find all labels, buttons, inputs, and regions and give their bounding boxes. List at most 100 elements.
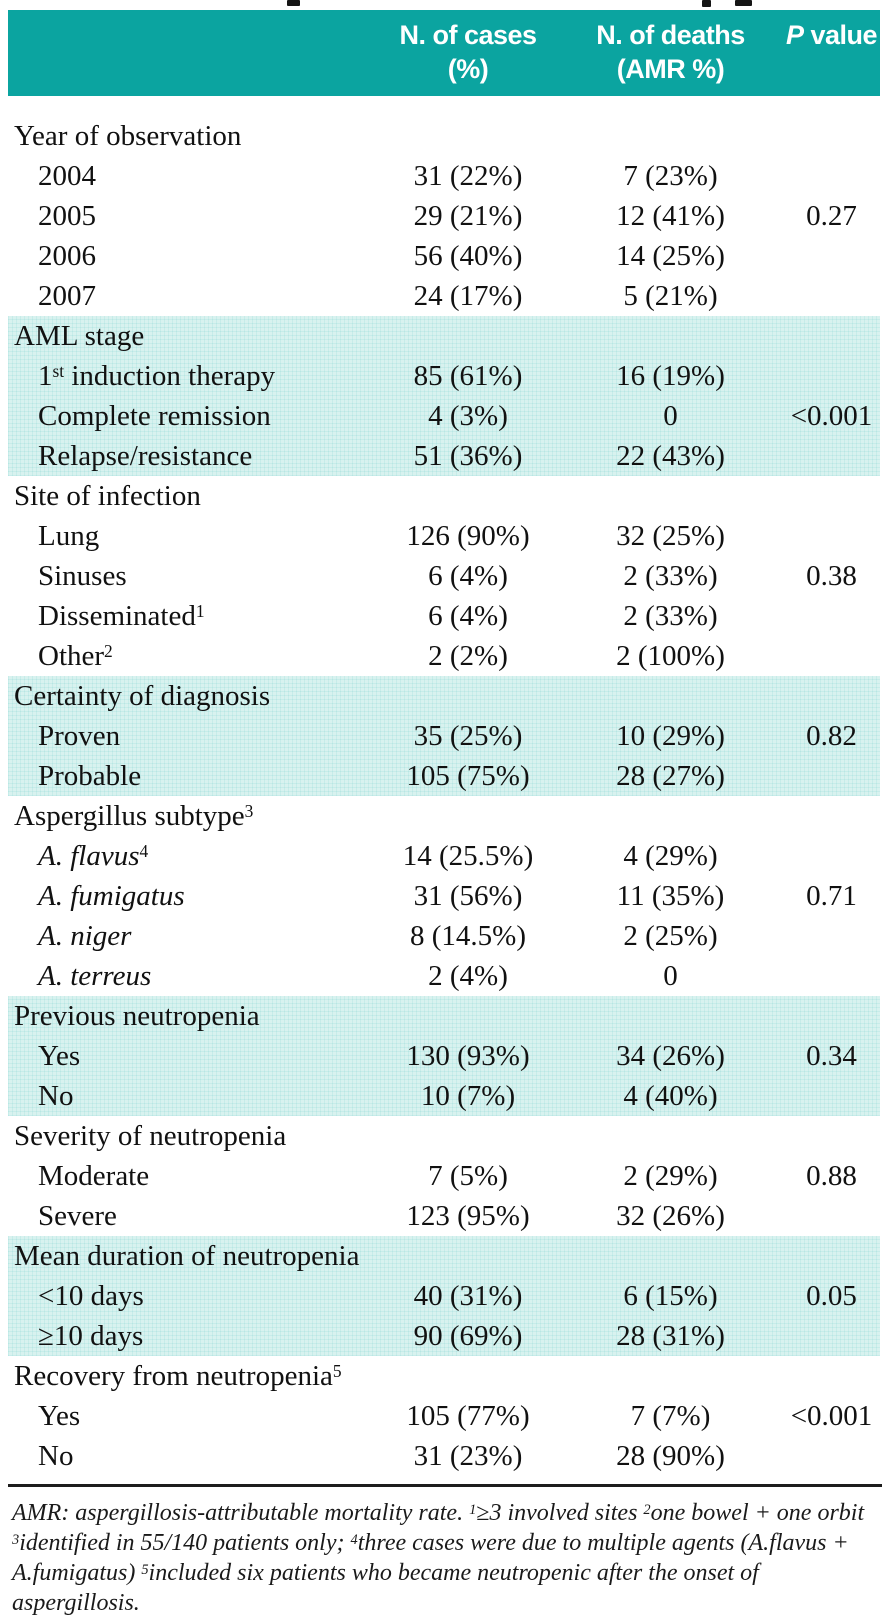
p-value-cell: [783, 236, 880, 276]
section-title: Previous neutropenia: [8, 996, 378, 1036]
header-cases-line2: (%): [447, 54, 489, 84]
section-header-row: Year of observation: [8, 116, 880, 156]
p-value-cell: [783, 596, 880, 636]
table-row: Sinuses 6 (4%) 2 (33%) 0.38: [8, 556, 880, 596]
text-part: Lung: [38, 520, 100, 552]
p-value-cell: [783, 836, 880, 876]
row-label: Complete remission: [8, 396, 378, 436]
text-part: 2005: [38, 200, 96, 232]
row-label: A. niger: [8, 916, 378, 956]
header-col-pvalue: P value: [783, 10, 880, 96]
table-header: N. of cases (%) N. of deaths (AMR %) P v…: [8, 10, 880, 96]
table-row: A. fumigatus 31 (56%) 11 (35%) 0.71: [8, 876, 880, 916]
section-title: Severity of neutropenia: [8, 1116, 378, 1156]
row-label: 1st induction therapy: [8, 356, 378, 396]
row-label: A. flavus4: [8, 836, 378, 876]
cases-cell: 24 (17%): [413, 280, 523, 312]
cases-cell: 6 (4%): [428, 600, 508, 632]
deaths-cell: 16 (19%): [616, 360, 725, 392]
header-col-cases: N. of cases (%): [378, 10, 558, 96]
p-value-cell: [783, 1076, 880, 1116]
table-row: Lung 126 (90%) 32 (25%): [8, 516, 880, 556]
p-value-cell: 0.71: [806, 880, 857, 912]
section-header-row: Aspergillus subtype3: [8, 796, 880, 836]
text-part: Year of observation: [14, 120, 242, 152]
deaths-cell: 0: [663, 400, 678, 432]
cases-cell: 2 (4%): [428, 960, 508, 992]
section-header-row: Certainty of diagnosis: [8, 676, 880, 716]
text-part: Aspergillus subtype: [14, 800, 245, 832]
cases-cell: 7 (5%): [428, 1160, 508, 1192]
table-row: Complete remission 4 (3%) 0 <0.001: [8, 396, 880, 436]
deaths-cell: 34 (26%): [616, 1040, 725, 1072]
table-section-recovery-from-neutropenia: Recovery from neutropenia5 Yes 105 (77%) 7 …: [8, 1356, 880, 1476]
text-part: AMR: aspergillosis-attributable mortalit…: [12, 1500, 470, 1526]
row-label: A. terreus: [8, 956, 378, 996]
section-header-row: Previous neutropenia: [8, 996, 880, 1036]
p-value-cell: 0.34: [806, 1040, 857, 1072]
p-value-cell: <0.001: [790, 1400, 873, 1432]
cases-cell: 51 (36%): [413, 440, 523, 472]
table-row: 2005 29 (21%) 12 (41%) 0.27: [8, 196, 880, 236]
text-part: Previous neutropenia: [14, 1000, 260, 1032]
text-part: Severity of neutropenia: [14, 1120, 287, 1152]
row-label: Probable: [8, 756, 378, 796]
p-value-cell: [783, 516, 880, 556]
table-section-site-of-infection: Site of infection Lung 126 (90%) 32 (25%) Si…: [8, 476, 880, 676]
header-deaths-line2: (AMR %): [616, 54, 725, 84]
deaths-cell: 4 (40%): [623, 1080, 718, 1112]
section-title: Aspergillus subtype3: [8, 796, 378, 836]
p-value-cell: [783, 1316, 880, 1356]
text-part: ≥3 involved sites: [476, 1500, 644, 1526]
row-label: No: [8, 1436, 378, 1476]
table-row: Disseminated1 6 (4%) 2 (33%): [8, 596, 880, 636]
superscript: 1: [469, 1501, 477, 1518]
superscript: 4: [139, 841, 149, 862]
row-label: Relapse/resistance: [8, 436, 378, 476]
text-part: 2004: [38, 160, 96, 192]
text-part: A. fumigatus: [38, 880, 185, 912]
header-pvalue-label: P value: [783, 18, 880, 52]
deaths-cell: 2 (33%): [623, 560, 718, 592]
deaths-cell: 7 (23%): [623, 160, 718, 192]
p-value-cell: 0.88: [806, 1160, 857, 1192]
row-label: Yes: [8, 1396, 378, 1436]
row-label: Other2: [8, 636, 378, 676]
row-label: Moderate: [8, 1156, 378, 1196]
text-part: Disseminated: [38, 600, 196, 632]
header-p-rest: value: [803, 20, 878, 50]
p-value-cell: [783, 636, 880, 676]
superscript: 2: [104, 641, 113, 662]
cases-cell: 8 (14.5%): [410, 920, 526, 952]
cases-cell: 35 (25%): [413, 720, 523, 752]
header-spacer: [8, 10, 378, 96]
cases-cell: 126 (90%): [406, 520, 530, 552]
row-label: Disseminated1: [8, 596, 378, 636]
deaths-cell: 2 (29%): [623, 1160, 718, 1192]
text-part: No: [38, 1080, 74, 1112]
deaths-cell: 7 (7%): [630, 1400, 711, 1432]
p-value-cell: [783, 356, 880, 396]
row-label: A. fumigatus: [8, 876, 378, 916]
text-part: identified in 55/140 patients only;: [19, 1530, 351, 1556]
table-row: Probable 105 (75%) 28 (27%): [8, 756, 880, 796]
cases-cell: 85 (61%): [413, 360, 523, 392]
text-part: three cases were due to multiple agents …: [12, 1530, 849, 1586]
p-value-cell: [783, 436, 880, 476]
deaths-cell: 28 (90%): [616, 1440, 725, 1472]
row-label: Sinuses: [8, 556, 378, 596]
cases-cell: 90 (69%): [413, 1320, 523, 1352]
deaths-cell: 28 (27%): [616, 760, 725, 792]
p-value-cell: [783, 276, 880, 316]
row-label: 2007: [8, 276, 378, 316]
cases-cell: 2 (2%): [428, 640, 508, 672]
text-part: Relapse/resistance: [38, 440, 253, 472]
p-value-cell: [783, 916, 880, 956]
row-label: Proven: [8, 716, 378, 756]
text-part: included six patients who became neutrop…: [12, 1560, 759, 1616]
text-part: Yes: [38, 1040, 81, 1072]
cases-cell: 4 (3%): [428, 400, 508, 432]
table-row: No 10 (7%) 4 (40%): [8, 1076, 880, 1116]
cases-cell: 10 (7%): [420, 1080, 516, 1112]
section-header-row: Site of infection: [8, 476, 880, 516]
